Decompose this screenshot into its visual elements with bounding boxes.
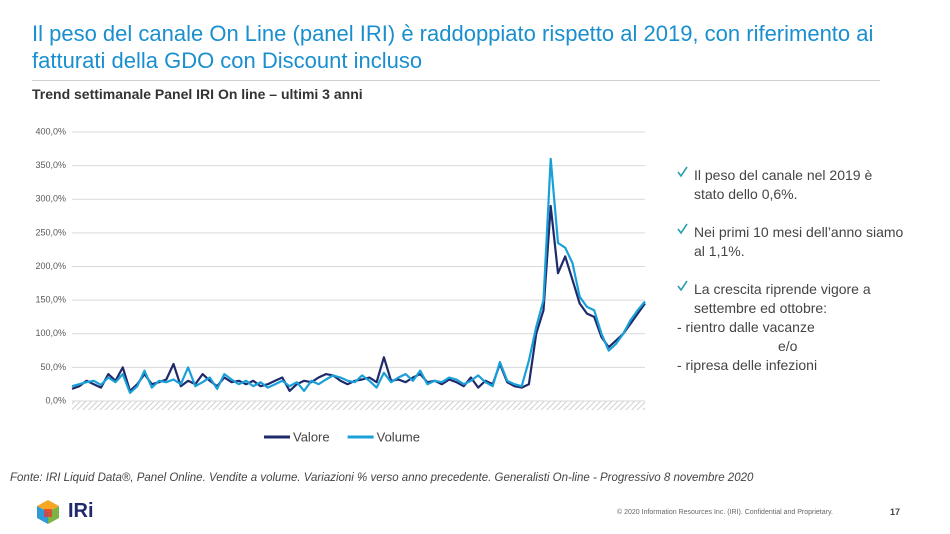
logo-icon — [37, 500, 59, 524]
bullet: La crescita riprende vigore a settembre … — [694, 281, 871, 316]
sub-line: - rientro dalle vacanze — [677, 319, 815, 335]
copyright: © 2020 Information Resources Inc. (IRI).… — [617, 509, 833, 516]
y-tick-label: 300,0% — [35, 194, 66, 204]
chart-title: Trend settimanale Panel IRI On line – ul… — [32, 86, 363, 102]
y-tick-label: 100,0% — [35, 328, 66, 338]
y-tick-label: 0,0% — [45, 395, 66, 405]
bullet: Nei primi 10 mesi dell’anno siamo al 1,1… — [694, 224, 904, 259]
y-tick-label: 150,0% — [35, 295, 66, 305]
y-tick-label: 350,0% — [35, 160, 66, 170]
title-rule — [32, 80, 880, 81]
logo-text: IRi — [68, 500, 94, 522]
bullet: Il peso del canale nel 2019 è stato dell… — [694, 167, 873, 202]
series-line — [71, 204, 646, 392]
series-line — [71, 157, 646, 394]
y-tick-label: 50,0% — [40, 362, 66, 372]
legend-label: Valore — [293, 429, 330, 444]
y-tick-label: 400,0% — [35, 126, 66, 136]
legend-label: Volume — [377, 429, 420, 444]
sub-line: - ripresa delle infezioni — [677, 357, 818, 373]
sub-line: e/o — [778, 338, 798, 354]
axis-band — [72, 401, 645, 410]
source-note: Fonte: IRI Liquid Data®, Panel Online. V… — [10, 472, 754, 484]
slide-title: Il peso del canale On Line (panel IRI) è… — [32, 21, 874, 73]
page-number: 17 — [890, 507, 901, 517]
y-tick-label: 250,0% — [35, 227, 66, 237]
y-tick-label: 200,0% — [35, 261, 66, 271]
checks — [677, 166, 688, 292]
